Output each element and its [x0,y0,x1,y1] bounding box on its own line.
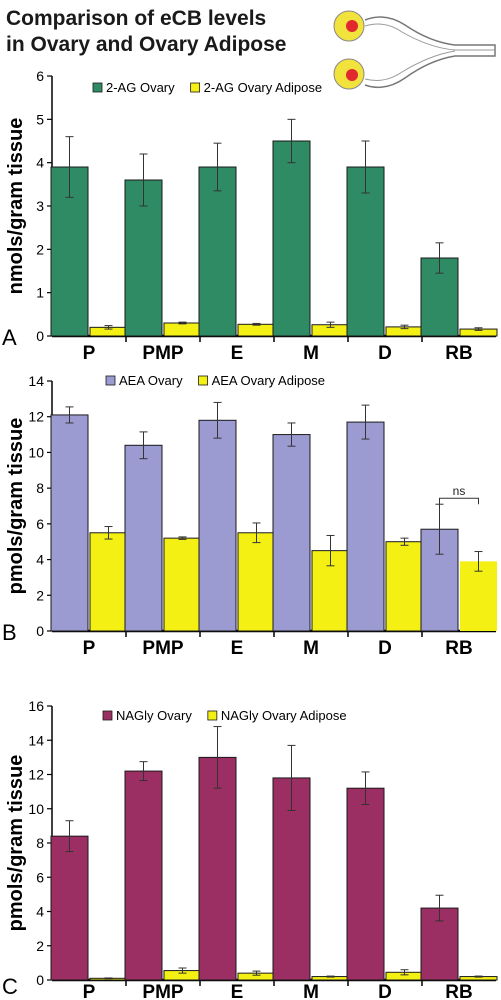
bar-aea-ovary-adipose [89,532,128,632]
significance-bracket [439,497,479,505]
y-tick-label: 0 [36,972,44,988]
category-label: RB [445,343,472,364]
y-tick-label: 4 [36,904,44,920]
legend-swatch [105,375,116,386]
y-tick-label: 8 [36,835,44,851]
figure-title: Comparison of eCB levels in Ovary and Ov… [6,6,287,58]
y-tick-label: 14 [28,373,44,389]
legend-entry: 2-AG Ovary Adipose [204,80,323,95]
category-label: E [231,982,244,1000]
y-axis-label: nmols/gram tissue [5,118,27,295]
y-tick-label: 6 [36,869,44,885]
significance-label: ns [453,484,466,498]
y-tick-label: 3 [36,198,44,214]
chart-panel-c: 0 2 4 6 8 10 12 14 16 pmols/gram tissue C P PMP E M D RB… [2,698,498,1000]
y-tick-label: 14 [28,732,44,748]
bar-nagly-ovary [124,770,163,981]
y-tick-label: 2 [36,241,44,257]
bar-2-ag-ovary [198,166,237,337]
y-tick-label: 6 [36,516,44,532]
legend-swatch [92,82,103,93]
legend-entry: AEA Ovary Adipose [212,373,325,388]
y-tick-label: 2 [36,938,44,954]
bar-aea-ovary [50,414,89,632]
bar-nagly-ovary [346,787,385,981]
category-label: PMP [142,638,184,659]
chart-panel-a: 0 1 2 3 4 5 6 nmols/gram tissue A P PMP E M D RB 2-AG O… [2,68,498,364]
legend-swatch [102,710,113,721]
category-label: M [303,343,319,364]
bar-aea-ovary [124,444,163,632]
bar-2-ag-ovary [346,166,385,337]
legend-entry: NAGly Ovary [116,708,192,723]
chart-panel-b: 0 2 4 6 8 10 12 14 pmols/gram tissue B P PMP E M D RB ns… [2,373,497,659]
y-tick-label: 4 [36,552,44,568]
panel-label: B [2,620,17,645]
y-tick-label: 8 [36,480,44,496]
y-tick-label: 0 [36,623,44,639]
y-tick-label: 5 [36,111,44,127]
y-tick-label: 10 [28,444,44,460]
bar-2-ag-ovary-adipose [237,323,276,337]
bar-2-ag-ovary-adipose [163,322,202,337]
y-tick-label: 12 [28,409,44,425]
y-tick-label: 16 [28,698,44,714]
legend-entry: AEA Ovary [119,373,183,388]
panel-label: C [2,974,18,999]
category-label: E [231,638,244,659]
bar-aea-ovary [198,419,237,632]
y-tick-label: 12 [28,767,44,783]
bar-aea-ovary-adipose [385,541,424,632]
bar-2-ag-ovary [272,140,311,337]
legend-swatch [190,82,201,93]
bar-nagly-ovary [50,835,89,981]
reproductive-tract-illustration [333,10,496,90]
bar-aea-ovary-adipose [163,537,202,632]
y-tick-label: 6 [36,68,44,84]
legend-swatch [198,375,208,386]
bar-nagly-ovary [198,756,237,981]
y-tick-label: 0 [36,328,44,344]
category-label: PMP [142,982,184,1000]
figure-title-line-2: in Ovary and Ovary Adipose [6,33,287,56]
category-label: P [83,982,96,1000]
y-axis-label: pmols/gram tissue [5,755,27,932]
category-label: D [378,638,392,659]
category-label: RB [445,638,472,659]
bar-aea-ovary-adipose [237,532,276,632]
category-label: RB [445,982,472,1000]
bar-aea-ovary [272,434,311,632]
y-tick-label: 1 [36,285,44,301]
category-label: P [83,638,96,659]
y-tick-label: 2 [36,587,44,603]
category-label: PMP [142,343,184,364]
bar-aea-ovary-adipose [460,561,497,631]
category-label: P [83,343,96,364]
bar-aea-ovary [346,421,385,632]
legend-entry: 2-AG Ovary [106,80,175,95]
y-tick-label: 4 [36,155,44,171]
y-axis-label: pmols/gram tissue [5,418,27,595]
bar-nagly-ovary [272,777,311,981]
y-tick-label: 10 [28,801,44,817]
figure-title-line-1: Comparison of eCB levels [6,7,267,30]
legend-swatch [207,710,218,721]
category-label: M [303,982,319,1000]
category-label: D [378,982,392,1000]
panel-label: A [2,325,17,350]
category-label: D [378,343,392,364]
legend-entry: NAGly Ovary Adipose [221,708,347,723]
category-label: E [231,343,244,364]
category-label: M [303,638,319,659]
